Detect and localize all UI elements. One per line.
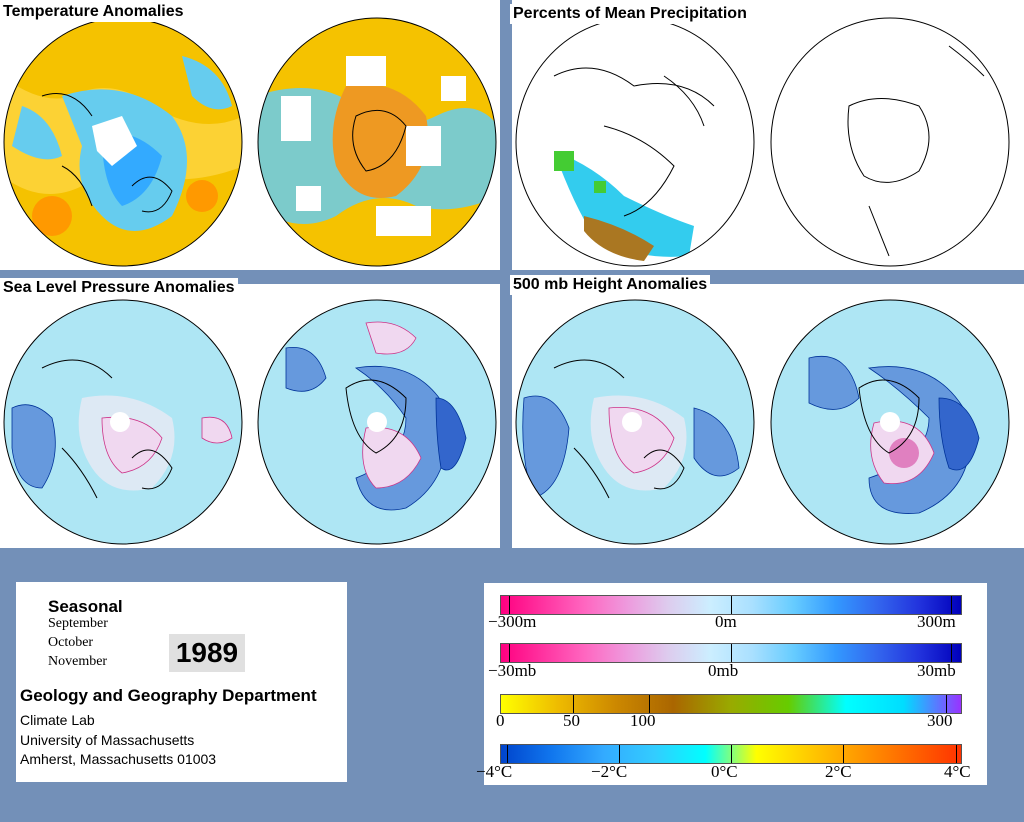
department-label: Geology and Geography Department bbox=[20, 686, 317, 705]
temp-label-minus2: −2°C bbox=[591, 762, 628, 781]
season-label: Seasonal bbox=[48, 597, 123, 616]
height-label-zero: 0m bbox=[715, 612, 737, 631]
temperature-panel bbox=[0, 0, 500, 270]
month-3: November bbox=[48, 654, 108, 669]
temperature-title: Temperature Anomalies bbox=[0, 2, 187, 22]
temperature-nh-globe bbox=[3, 17, 243, 267]
pressure-label-zero: 0mb bbox=[708, 661, 739, 680]
year-label: 1989 bbox=[169, 634, 245, 672]
precip-color-bar bbox=[500, 694, 962, 714]
month-2: October bbox=[48, 635, 94, 650]
height-color-bar bbox=[500, 595, 962, 615]
height500-panel bbox=[512, 284, 1024, 548]
legend-tick bbox=[509, 644, 510, 662]
height500-title: 500 mb Height Anomalies bbox=[510, 275, 711, 295]
temp-label-2: 2°C bbox=[825, 762, 852, 781]
pressure-color-bar bbox=[500, 643, 962, 663]
legend-tick bbox=[731, 644, 732, 662]
legend-tick bbox=[956, 745, 957, 763]
temp-color-bar bbox=[500, 744, 962, 764]
legend-tick bbox=[731, 596, 732, 614]
precip-label-300: 300 bbox=[927, 711, 953, 730]
precip-label-0: 0 bbox=[496, 711, 505, 730]
precip-label-100: 100 bbox=[630, 711, 656, 730]
slp-nh-globe bbox=[3, 299, 243, 545]
legend-tick bbox=[951, 644, 952, 662]
month-1: September bbox=[48, 616, 108, 631]
legend-tick bbox=[731, 745, 732, 763]
legend-tick bbox=[507, 745, 508, 763]
address-label: Amherst, Massachusetts 01003 bbox=[20, 751, 217, 767]
precipitation-nh-globe bbox=[515, 17, 755, 267]
slp-sh-globe bbox=[257, 299, 497, 545]
legend-tick bbox=[619, 745, 620, 763]
legend-tick bbox=[649, 695, 650, 713]
legend-tick bbox=[843, 745, 844, 763]
precipitation-title: Percents of Mean Precipitation bbox=[510, 4, 750, 24]
legend-tick bbox=[946, 695, 947, 713]
legend-tick bbox=[951, 596, 952, 614]
legend-tick bbox=[573, 695, 574, 713]
legend-box: −300m 0m 300m −30mb 0mb 30mb 0 50 100 30… bbox=[476, 583, 987, 785]
precipitation-sh-globe bbox=[770, 17, 1010, 267]
temp-label-minus4: −4°C bbox=[476, 762, 513, 781]
temp-label-4: 4°C bbox=[944, 762, 971, 781]
info-box: Seasonal September October November 1989… bbox=[16, 582, 347, 782]
temp-label-0: 0°C bbox=[711, 762, 738, 781]
height-label-min: −300m bbox=[488, 612, 537, 631]
lab-label: Climate Lab bbox=[20, 712, 95, 728]
pressure-label-min: −30mb bbox=[488, 661, 537, 680]
slp-panel bbox=[0, 284, 500, 548]
legend-tick bbox=[509, 596, 510, 614]
university-label: University of Massachusetts bbox=[20, 732, 195, 748]
height500-sh-globe bbox=[770, 299, 1010, 545]
height500-nh-globe bbox=[515, 299, 755, 545]
temperature-sh-globe bbox=[257, 17, 497, 267]
precipitation-panel bbox=[512, 0, 1024, 270]
precip-label-50: 50 bbox=[563, 711, 580, 730]
height-label-max: 300m bbox=[917, 612, 956, 631]
pressure-label-max: 30mb bbox=[917, 661, 956, 680]
slp-title: Sea Level Pressure Anomalies bbox=[0, 278, 238, 298]
